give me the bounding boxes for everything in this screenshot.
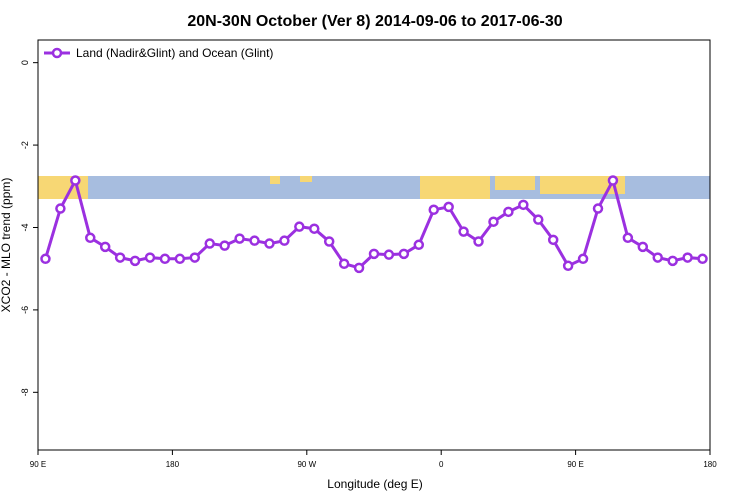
plot-frame xyxy=(37,39,711,451)
data-point xyxy=(294,221,305,232)
y-tick-label: -2 xyxy=(20,141,30,149)
map-strip xyxy=(38,176,710,199)
y-tick-label: -8 xyxy=(20,388,30,396)
data-point xyxy=(234,233,245,244)
data-point xyxy=(338,258,350,269)
x-tick-label: 0 xyxy=(439,460,444,469)
data-point xyxy=(219,240,230,251)
x-axis-label: Longitude (deg E) xyxy=(327,477,422,491)
x-tick-label: 180 xyxy=(166,460,180,469)
data-point xyxy=(309,223,320,234)
data-point xyxy=(637,241,649,253)
data-point xyxy=(443,201,454,213)
data-point xyxy=(279,235,290,246)
data-point xyxy=(577,253,589,265)
data-point xyxy=(488,216,499,227)
data-point xyxy=(547,234,559,246)
y-tick-label: 0 xyxy=(20,60,30,65)
data-point xyxy=(473,236,484,247)
data-point xyxy=(592,203,604,214)
x-tick-label: 180 xyxy=(703,460,717,469)
y-tick-label: -4 xyxy=(20,223,30,231)
data-point xyxy=(518,199,529,211)
data-point xyxy=(398,248,410,260)
x-tick-label: 90 E xyxy=(567,460,583,469)
data-point xyxy=(174,253,186,265)
data-point xyxy=(249,235,260,246)
data-point xyxy=(204,238,215,249)
data-point xyxy=(144,252,156,263)
data-point xyxy=(85,232,96,244)
data-point xyxy=(682,252,693,263)
x-tick-label: 90 W xyxy=(297,460,316,469)
data-point xyxy=(99,241,111,253)
data-point xyxy=(264,238,275,249)
data-point xyxy=(70,175,81,186)
data-point xyxy=(622,232,634,244)
data-point xyxy=(562,260,574,272)
data-point xyxy=(607,175,619,186)
data-point xyxy=(40,253,51,265)
legend: Land (Nadir&Glint) and Ocean (Glint) xyxy=(44,46,273,60)
data-point xyxy=(55,203,66,214)
y-axis-label: XCO2 - MLO trend (ppm) xyxy=(0,178,13,313)
y-tick-label: -6 xyxy=(20,306,30,314)
data-point xyxy=(652,252,663,263)
data-point xyxy=(667,255,678,267)
data-point xyxy=(428,204,439,216)
x-tick-label: 90 E xyxy=(30,460,46,469)
legend-label: Land (Nadir&Glint) and Ocean (Glint) xyxy=(76,46,273,60)
chart-title: 20N-30N October (Ver 8) 2014-09-06 to 20… xyxy=(187,13,562,30)
legend-marker xyxy=(51,47,63,59)
data-point xyxy=(114,252,126,263)
data-point xyxy=(353,262,365,274)
data-point xyxy=(368,248,380,260)
data-point xyxy=(383,249,395,260)
data-point xyxy=(129,255,141,267)
data-point xyxy=(323,236,335,247)
data-point xyxy=(413,239,425,251)
data-point xyxy=(159,253,171,265)
data-point xyxy=(503,206,514,218)
data-point xyxy=(533,214,544,225)
data-point xyxy=(458,226,469,237)
data-point xyxy=(697,253,708,265)
data-point xyxy=(189,252,201,263)
